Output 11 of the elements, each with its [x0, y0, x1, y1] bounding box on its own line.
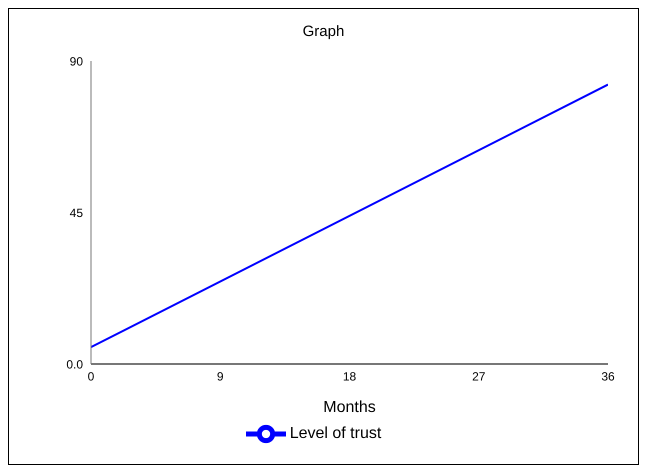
x-tick-label: 27	[472, 370, 486, 384]
x-tick-label: 18	[342, 370, 356, 384]
chart-title: Graph	[302, 23, 346, 40]
y-tick-label: 90	[70, 54, 84, 68]
y-tick-label: 45	[70, 206, 84, 220]
y-tick-label: 0.0	[66, 357, 84, 372]
x-axis-title: Months	[323, 399, 376, 416]
legend-label: Level of trust	[290, 425, 382, 442]
x-tick-label: 0	[88, 370, 95, 384]
x-tick-label: 9	[216, 370, 224, 384]
x-tick-label: 36	[601, 370, 615, 384]
